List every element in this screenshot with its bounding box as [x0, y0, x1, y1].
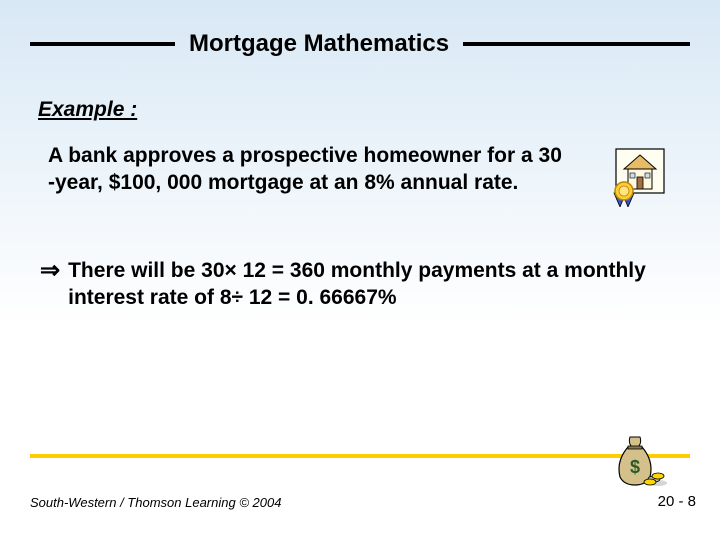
slide-title: Mortgage Mathematics: [175, 30, 463, 58]
money-bag-icon: $: [610, 433, 668, 488]
svg-text:$: $: [630, 457, 640, 477]
title-row: Mortgage Mathematics: [0, 0, 720, 58]
house-certificate-icon: [610, 145, 672, 207]
example-paragraph: A bank approves a prospective homeowner …: [48, 142, 568, 197]
accent-rule: [30, 454, 690, 458]
title-rule-right: [463, 42, 690, 46]
arrow-icon: ⇒: [40, 257, 60, 312]
title-rule-left: [30, 42, 175, 46]
result-text: There will be 30× 12 = 360 monthly payme…: [68, 257, 680, 312]
result-row: ⇒ There will be 30× 12 = 360 monthly pay…: [40, 257, 680, 312]
example-label: Example :: [38, 98, 720, 122]
footer-page-number: 20 - 8: [658, 493, 696, 510]
footer-copyright: South-Western / Thomson Learning © 2004: [30, 495, 281, 510]
